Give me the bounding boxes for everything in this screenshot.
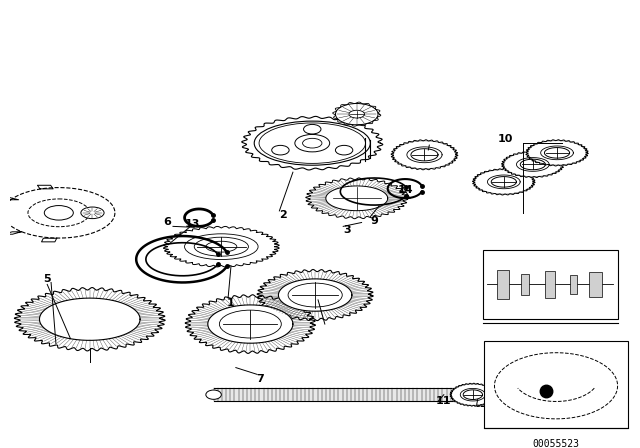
Bar — [521, 274, 529, 295]
Polygon shape — [520, 159, 545, 170]
Polygon shape — [472, 169, 535, 195]
Text: 14: 14 — [397, 185, 413, 194]
Text: 12: 12 — [473, 399, 488, 409]
Ellipse shape — [44, 206, 74, 220]
Polygon shape — [306, 178, 408, 219]
Polygon shape — [326, 186, 388, 211]
Ellipse shape — [272, 145, 289, 155]
Text: 7: 7 — [256, 374, 264, 384]
Text: 1: 1 — [227, 298, 235, 308]
Polygon shape — [163, 226, 279, 267]
Polygon shape — [391, 140, 458, 170]
Text: 6: 6 — [163, 217, 171, 228]
Ellipse shape — [335, 145, 353, 155]
Ellipse shape — [349, 110, 365, 118]
Ellipse shape — [254, 121, 371, 165]
Text: 5: 5 — [44, 274, 51, 284]
Polygon shape — [463, 390, 483, 400]
Text: 00055523: 00055523 — [532, 439, 580, 448]
Polygon shape — [278, 279, 352, 311]
Text: 2: 2 — [280, 210, 287, 220]
Text: 3: 3 — [343, 225, 351, 235]
Polygon shape — [411, 149, 438, 161]
Text: 8: 8 — [318, 299, 326, 309]
Ellipse shape — [206, 390, 221, 399]
Ellipse shape — [295, 134, 330, 152]
Polygon shape — [3, 188, 115, 238]
Polygon shape — [407, 147, 442, 163]
Polygon shape — [488, 175, 520, 189]
Text: 4: 4 — [428, 141, 435, 151]
Polygon shape — [516, 158, 549, 171]
Bar — [484, 340, 628, 427]
Polygon shape — [208, 305, 293, 343]
Polygon shape — [257, 270, 373, 321]
Polygon shape — [185, 295, 316, 353]
Polygon shape — [460, 388, 485, 401]
Text: 11: 11 — [436, 396, 452, 406]
Polygon shape — [492, 177, 516, 187]
Bar — [214, 388, 463, 401]
Polygon shape — [525, 140, 588, 166]
Bar — [589, 272, 602, 297]
Ellipse shape — [335, 103, 378, 125]
Polygon shape — [450, 383, 496, 406]
Bar — [497, 270, 509, 299]
Bar — [545, 271, 555, 298]
Text: 10: 10 — [498, 134, 513, 144]
Polygon shape — [502, 151, 564, 177]
Polygon shape — [40, 298, 140, 340]
Polygon shape — [541, 146, 573, 159]
Polygon shape — [545, 147, 570, 158]
Polygon shape — [14, 288, 165, 351]
Text: 9: 9 — [370, 215, 378, 225]
Text: 13: 13 — [184, 220, 200, 229]
Ellipse shape — [81, 207, 104, 219]
Bar — [570, 275, 577, 294]
Polygon shape — [242, 116, 383, 170]
Bar — [483, 250, 618, 319]
Ellipse shape — [303, 125, 321, 134]
